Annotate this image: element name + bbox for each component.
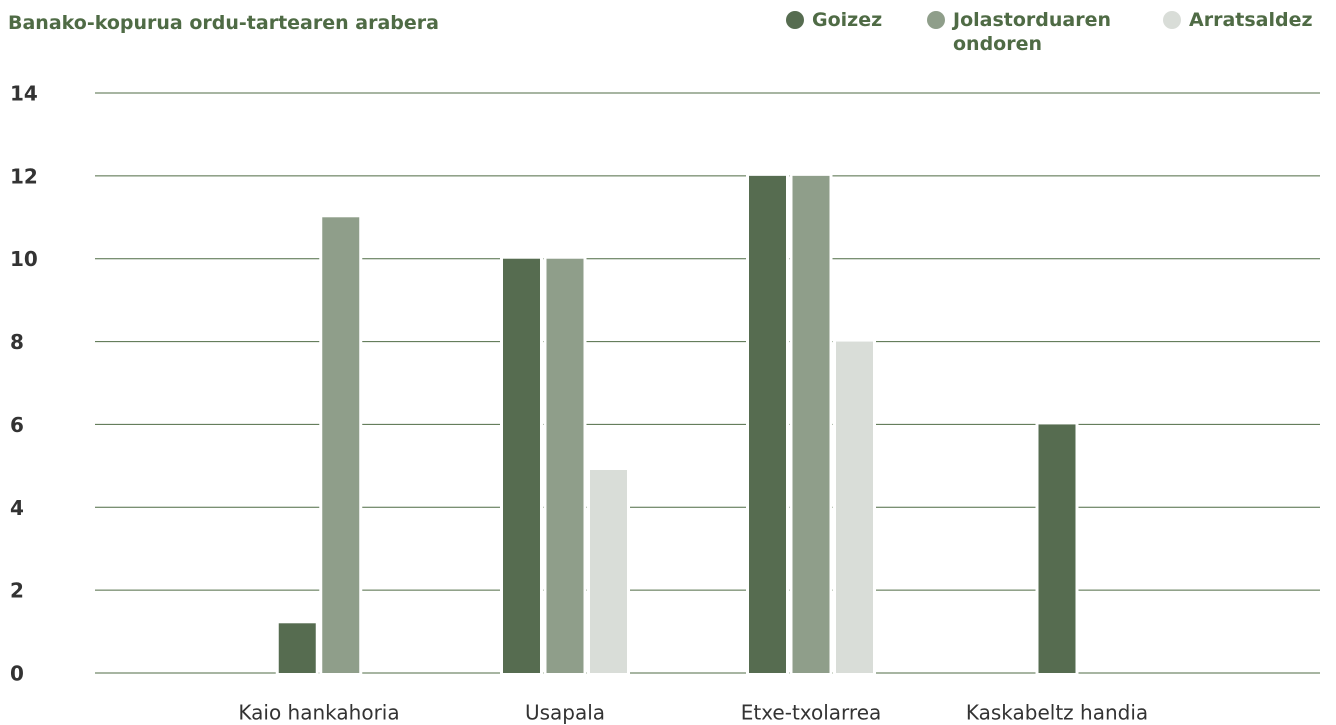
x-tick-label: Kaskabeltz handia: [966, 701, 1148, 725]
legend-item: Jolastorduaren ondoren: [927, 8, 1123, 56]
y-tick-label: 2: [10, 579, 24, 603]
x-tick-label: Kaio hankahoria: [238, 701, 399, 725]
bar: [587, 467, 630, 676]
y-tick-label: 10: [10, 247, 38, 271]
x-tick-label: Usapala: [525, 701, 605, 725]
legend-item: Arratsaldez: [1163, 8, 1313, 32]
legend-label: Jolastorduaren ondoren: [953, 9, 1112, 55]
legend-label: Goizez: [812, 9, 883, 31]
y-tick-label: 8: [10, 330, 24, 354]
y-tick-label: 6: [10, 413, 24, 437]
bar: [746, 172, 789, 676]
legend-swatch: [786, 11, 804, 29]
chart-title: Banako-kopurua ordu-tartearen arabera: [8, 12, 439, 34]
legend-label: Arratsaldez: [1189, 9, 1313, 31]
y-tick-label: 0: [10, 662, 24, 686]
bar: [319, 214, 363, 677]
y-tick-label: 4: [10, 496, 24, 520]
y-tick-label: 12: [10, 164, 38, 188]
bar: [275, 620, 319, 676]
bar: [833, 338, 876, 676]
bar: [789, 172, 833, 676]
bar: [1035, 421, 1079, 676]
bar: [543, 255, 587, 676]
x-tick-label: Etxe-txolarrea: [741, 701, 882, 725]
legend-swatch: [1163, 11, 1181, 29]
y-tick-label: 14: [10, 82, 38, 106]
legend-item: Goizez: [786, 8, 882, 32]
legend-swatch: [927, 11, 945, 29]
bar: [500, 255, 543, 676]
